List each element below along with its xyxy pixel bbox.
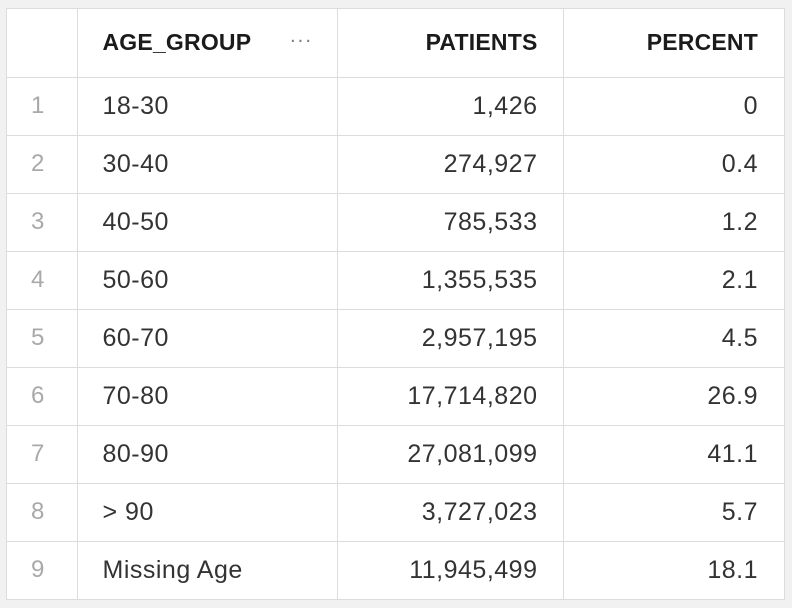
cell-age-group[interactable]: 60-70 bbox=[77, 309, 338, 368]
cell-percent[interactable]: 0.4 bbox=[563, 135, 784, 194]
cell-patients[interactable]: 1,355,535 bbox=[337, 251, 564, 310]
table-row[interactable]: 1 18-30 1,426 0 bbox=[7, 77, 784, 136]
table-row[interactable]: 8 > 90 3,727,023 5.7 bbox=[7, 483, 784, 542]
cell-percent[interactable]: 26.9 bbox=[563, 367, 784, 426]
results-grid: AGE_GROUP ··· PATIENTS PERCENT 1 18-30 1… bbox=[7, 9, 784, 599]
table-row[interactable]: 5 60-70 2,957,195 4.5 bbox=[7, 309, 784, 368]
cell-patients[interactable]: 11,945,499 bbox=[337, 541, 564, 599]
table-row[interactable]: 6 70-80 17,714,820 26.9 bbox=[7, 367, 784, 426]
cell-age-group[interactable]: 40-50 bbox=[77, 193, 338, 252]
row-number: 3 bbox=[7, 193, 78, 252]
cell-percent[interactable]: 2.1 bbox=[563, 251, 784, 310]
row-number: 7 bbox=[7, 425, 78, 484]
row-number: 4 bbox=[7, 251, 78, 310]
table-row[interactable]: 9 Missing Age 11,945,499 18.1 bbox=[7, 541, 784, 599]
row-number: 1 bbox=[7, 77, 78, 136]
row-number: 2 bbox=[7, 135, 78, 194]
cell-age-group[interactable]: 80-90 bbox=[77, 425, 338, 484]
column-header-label: PATIENTS bbox=[425, 29, 538, 56]
cell-percent[interactable]: 4.5 bbox=[563, 309, 784, 368]
cell-age-group[interactable]: > 90 bbox=[77, 483, 338, 542]
column-menu-icon[interactable]: ··· bbox=[289, 29, 313, 52]
cell-patients[interactable]: 2,957,195 bbox=[337, 309, 564, 368]
cell-patients[interactable]: 27,081,099 bbox=[337, 425, 564, 484]
cell-age-group[interactable]: Missing Age bbox=[77, 541, 338, 599]
cell-patients[interactable]: 274,927 bbox=[337, 135, 564, 194]
row-number: 5 bbox=[7, 309, 78, 368]
cell-age-group[interactable]: 70-80 bbox=[77, 367, 338, 426]
row-number-header bbox=[7, 9, 78, 78]
column-header-patients[interactable]: PATIENTS bbox=[337, 9, 564, 78]
table-row[interactable]: 7 80-90 27,081,099 41.1 bbox=[7, 425, 784, 484]
row-number: 9 bbox=[7, 541, 78, 599]
cell-age-group[interactable]: 30-40 bbox=[77, 135, 338, 194]
cell-patients[interactable]: 785,533 bbox=[337, 193, 564, 252]
cell-patients[interactable]: 17,714,820 bbox=[337, 367, 564, 426]
cell-age-group[interactable]: 50-60 bbox=[77, 251, 338, 310]
cell-age-group[interactable]: 18-30 bbox=[77, 77, 338, 136]
column-header-age-group[interactable]: AGE_GROUP ··· bbox=[77, 9, 338, 78]
cell-percent[interactable]: 1.2 bbox=[563, 193, 784, 252]
cell-percent[interactable]: 41.1 bbox=[563, 425, 784, 484]
column-header-label: PERCENT bbox=[646, 29, 758, 56]
cell-percent[interactable]: 18.1 bbox=[707, 555, 758, 584]
column-header-percent[interactable]: PERCENT bbox=[563, 9, 784, 78]
table-row[interactable]: 4 50-60 1,355,535 2.1 bbox=[7, 251, 784, 310]
row-number: 6 bbox=[7, 367, 78, 426]
header-row: AGE_GROUP ··· PATIENTS PERCENT bbox=[7, 9, 784, 78]
cell-patients[interactable]: 3,727,023 bbox=[337, 483, 564, 542]
row-number: 8 bbox=[7, 483, 78, 542]
cell-patients[interactable]: 1,426 bbox=[337, 77, 564, 136]
cell-percent[interactable]: 0 bbox=[563, 77, 784, 136]
column-header-label: AGE_GROUP bbox=[102, 29, 252, 56]
cell-percent[interactable]: 5.7 bbox=[563, 483, 784, 542]
table-row[interactable]: 3 40-50 785,533 1.2 bbox=[7, 193, 784, 252]
results-table: AGE_GROUP ··· PATIENTS PERCENT 1 18-30 1… bbox=[6, 8, 785, 600]
table-row[interactable]: 2 30-40 274,927 0.4 bbox=[7, 135, 784, 194]
